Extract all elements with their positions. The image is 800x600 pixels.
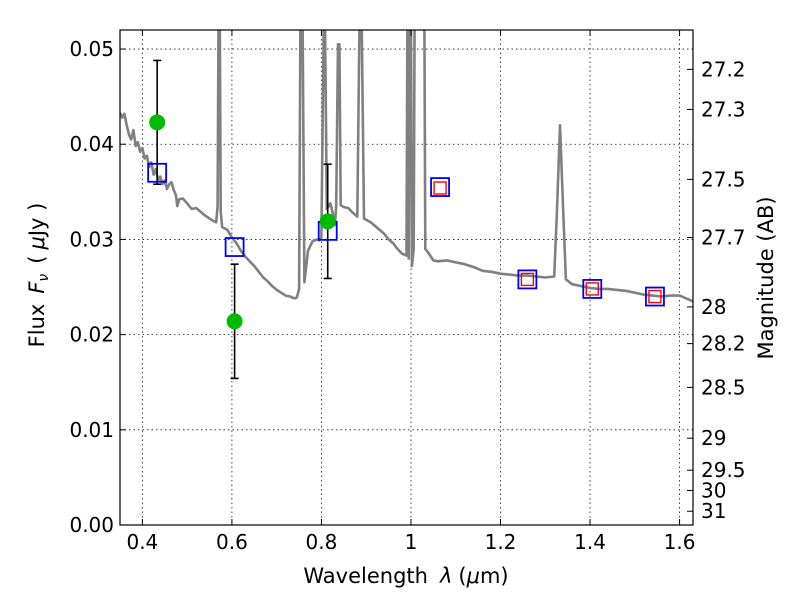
model-square bbox=[147, 162, 168, 183]
magnitude-tick-label: 28 bbox=[701, 295, 726, 319]
model-square bbox=[645, 286, 665, 307]
x-axis-label-prefix: Wavelength bbox=[303, 564, 428, 588]
observed-point bbox=[149, 114, 166, 131]
y-axis-label-mu: μ bbox=[25, 236, 49, 250]
model-square bbox=[582, 279, 603, 299]
model-square-inner bbox=[648, 289, 662, 304]
magnitude-tick-label: 29 bbox=[701, 426, 726, 450]
x-axis-label-var: λ bbox=[439, 564, 452, 588]
x-axis-label: Wavelength λ (μm) bbox=[303, 564, 508, 588]
y2-axis-label: Magnitude (AB) bbox=[754, 196, 778, 359]
observed-point bbox=[226, 313, 243, 330]
y-axis-label: Flux Fν ( μJy ) bbox=[25, 203, 52, 348]
y-axis-label-units: Jy ) bbox=[25, 203, 49, 239]
magnitude-tick-label: 27.7 bbox=[701, 226, 746, 250]
magnitude-tick-label: 27.2 bbox=[701, 57, 746, 81]
y-axis-label-var: F bbox=[25, 281, 49, 294]
x-tick-label: 1.6 bbox=[664, 530, 696, 554]
y-tick-label: 0.01 bbox=[69, 418, 114, 442]
magnitude-tick-label: 27.5 bbox=[701, 167, 746, 191]
plot-frame bbox=[119, 29, 694, 526]
x-axis-label-mu: μ bbox=[466, 564, 480, 588]
model-square bbox=[224, 237, 245, 257]
magnitude-tick-label: 28.5 bbox=[701, 375, 746, 399]
x-tick-label: 0.6 bbox=[216, 530, 248, 554]
observed-point bbox=[319, 213, 336, 230]
y-axis-label-prefix: Flux bbox=[25, 304, 49, 348]
magnitude-tick-label: 31 bbox=[701, 499, 726, 523]
x-axis-label-open: ( bbox=[458, 564, 466, 588]
y-tick-label: 0.04 bbox=[69, 132, 114, 156]
model-square bbox=[430, 177, 450, 197]
x-axis-label-units: m) bbox=[480, 564, 509, 588]
model-square-inner bbox=[433, 181, 447, 195]
sed-model-line bbox=[120, 30, 693, 303]
model-square-inner bbox=[520, 272, 535, 287]
x-tick-label: 1 bbox=[405, 530, 418, 554]
y-tick-label: 0.02 bbox=[69, 323, 114, 347]
ticks-layer: 0.4 0.6 0.8 1 1.2 1.4 1.6 0.00 0.01 0.02 0.03 0.04 0… bbox=[69, 30, 746, 554]
model-square-inner bbox=[585, 282, 599, 296]
y-tick-label: 0.00 bbox=[69, 513, 114, 537]
y-tick-label: 0.05 bbox=[69, 37, 114, 61]
series-layer bbox=[120, 30, 693, 380]
y-axis-label-sub: ν bbox=[36, 274, 52, 282]
y-axis-label-open: ( bbox=[25, 256, 49, 264]
x-tick-label: 0.8 bbox=[306, 530, 338, 554]
magnitude-tick-label: 27.3 bbox=[701, 97, 746, 121]
magnitude-tick-label: 28.2 bbox=[701, 332, 746, 356]
x-tick-label: 0.4 bbox=[126, 530, 158, 554]
x-tick-label: 1.4 bbox=[574, 530, 606, 554]
y-tick-label: 0.03 bbox=[69, 227, 114, 251]
magnitude-tick-label: 30 bbox=[701, 478, 726, 502]
x-tick-label: 1.2 bbox=[485, 530, 517, 554]
magnitude-tick-label: 29.5 bbox=[701, 458, 746, 482]
model-square bbox=[517, 269, 538, 290]
